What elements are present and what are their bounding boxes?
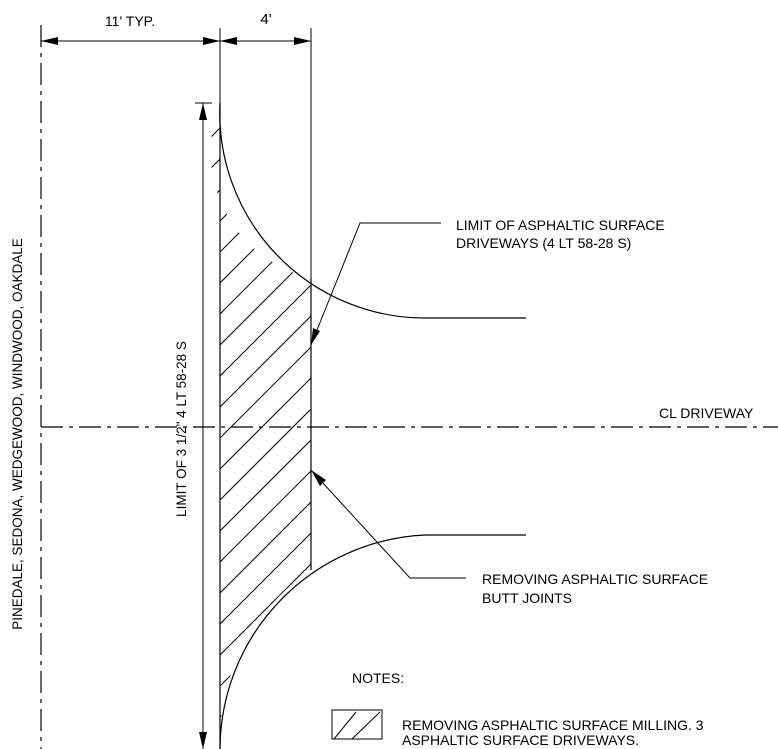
hatch-line [332, 0, 778, 749]
limit-driveways-label-line2: DRIVEWAYS (4 LT 58-28 S) [456, 235, 631, 251]
hatch-line [210, 103, 311, 749]
hatch-line [210, 103, 311, 749]
dimension-taper-label: 4' [260, 11, 271, 28]
hatch-line [210, 103, 311, 749]
hatch-line [210, 103, 311, 749]
hatch-line [210, 103, 311, 749]
hatch-line [210, 103, 311, 749]
dimension-typ [41, 37, 220, 45]
hatch-line [238, 103, 311, 749]
limit-driveways-label-line1: LIMIT OF ASPHALTIC SURFACE [456, 217, 665, 233]
hatch-line [210, 103, 311, 749]
hatch-line [0, 0, 172, 749]
hatch-line [269, 103, 311, 749]
hatch-line [210, 103, 266, 749]
legend-text-line1: REMOVING ASPHALTIC SURFACE MILLING. 3 [402, 717, 704, 733]
hatch-line [210, 103, 311, 749]
butt-joints-label-line2: BUTT JOINTS [482, 590, 572, 606]
lower-driveway-radius [219, 534, 526, 749]
hatch-line [210, 103, 311, 749]
leader-limit-driveways [310, 222, 441, 346]
legend-text-line2: ASPHALTIC SURFACE DRIVEWAYS. [402, 732, 639, 748]
butt-joints-label-line1: REMOVING ASPHALTIC SURFACE [482, 571, 708, 587]
legend-hatch-symbol [331, 709, 383, 740]
dimension-taper [220, 37, 311, 45]
hatch-line [210, 103, 311, 749]
hatch-line [210, 103, 311, 749]
limit-dimension-line [195, 102, 212, 749]
hatch-line [210, 103, 311, 749]
hatch-line [210, 103, 311, 749]
hatch-line [210, 103, 311, 749]
dimension-typ-label: 11' TYP. [105, 13, 155, 29]
hatch-line [210, 103, 311, 749]
hatch-line [210, 103, 311, 749]
hatch-line [300, 103, 311, 749]
hatch-line [210, 103, 311, 749]
leader-butt-joints [310, 469, 466, 579]
hatch-line [210, 103, 311, 749]
upper-driveway-radius [219, 102, 526, 319]
street-names-label: PINEDALE, SEDONA, WEDGEWOOD, WINDWOOD, O… [10, 238, 25, 630]
hatch-line [0, 0, 203, 749]
limit-vertical-label: LIMIT OF 3 1/2" 4 LT 58-28 S [174, 341, 189, 517]
cl-driveway-label: CL DRIVEWAY [659, 405, 754, 421]
notes-heading: NOTES: [352, 670, 404, 686]
hatch-line [210, 103, 235, 749]
hatch-line [210, 103, 311, 749]
hatch-line [210, 103, 311, 749]
